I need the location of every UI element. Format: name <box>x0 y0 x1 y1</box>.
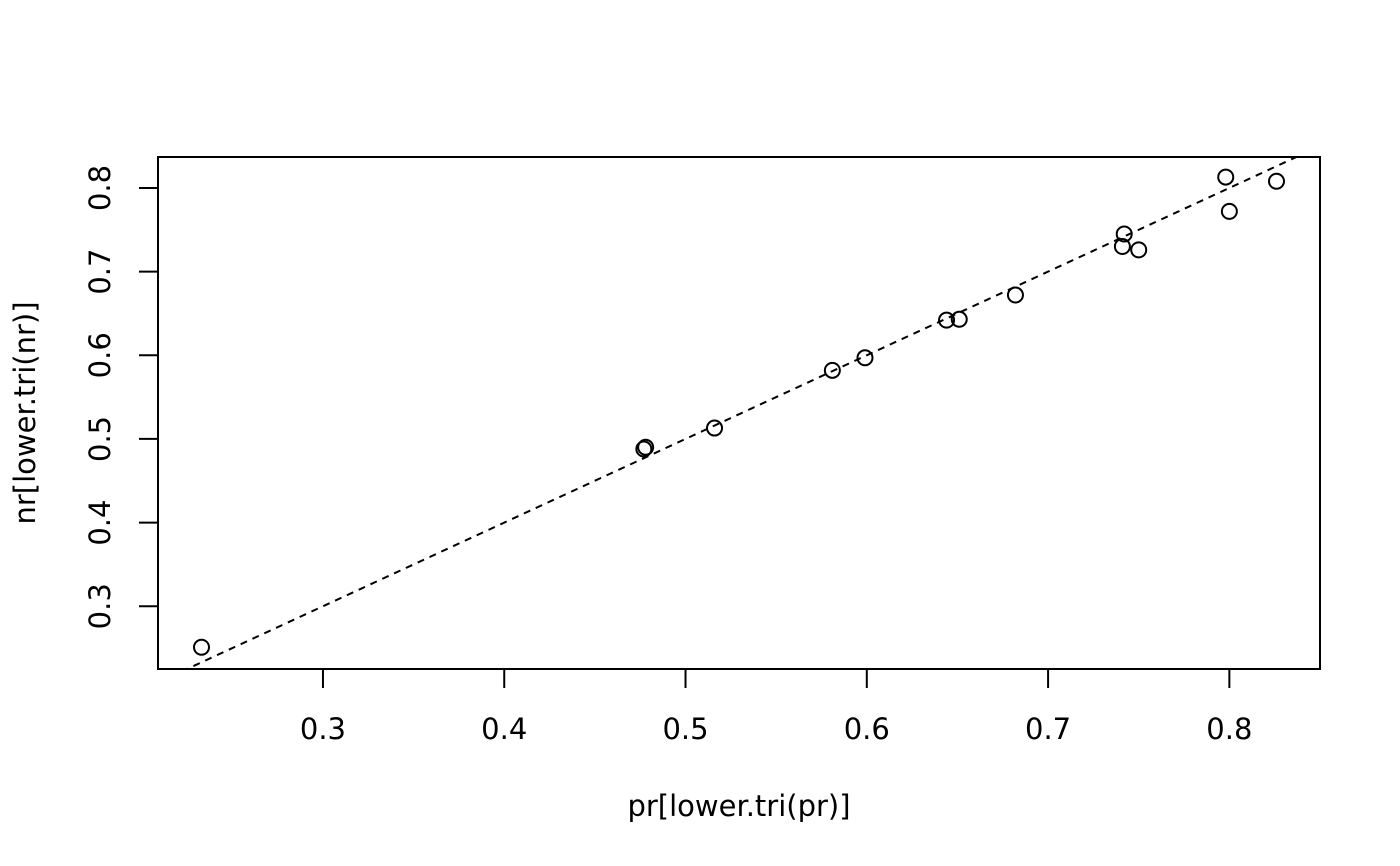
x-axis-title: pr[lower.tri(pr)] <box>627 789 850 823</box>
y-tick-label: 0.4 <box>83 500 117 546</box>
reference-line-layer <box>184 157 1299 669</box>
data-point <box>938 311 956 329</box>
y-tick-label: 0.8 <box>83 165 117 211</box>
y-tick-label: 0.7 <box>83 249 117 295</box>
y-axis-title: nr[lower.tri(nr)] <box>8 301 42 524</box>
data-point <box>637 438 655 456</box>
data-point <box>1115 225 1133 243</box>
y-tick-label: 0.5 <box>83 416 117 462</box>
data-point <box>635 440 653 458</box>
y-tick-label: 0.3 <box>83 583 117 629</box>
x-tick-label: 0.8 <box>1206 712 1252 746</box>
y-tick-label: 0.6 <box>83 332 117 378</box>
reference-line <box>184 157 1299 669</box>
data-point <box>823 361 841 379</box>
data-point <box>1267 172 1285 190</box>
points-layer <box>193 168 1285 656</box>
plot-frame <box>157 156 1321 670</box>
x-tick-label: 0.4 <box>481 712 527 746</box>
data-point <box>1217 168 1235 186</box>
data-point <box>1130 241 1148 259</box>
x-tick-label: 0.5 <box>662 712 708 746</box>
data-point <box>1220 202 1238 220</box>
x-axis: 0.3 0.4 0.5 0.6 0.7 0.8 <box>300 668 1252 746</box>
data-point <box>950 310 968 328</box>
data-point <box>856 349 874 367</box>
y-axis: 0.3 0.4 0.5 0.6 0.7 0.8 <box>83 165 159 629</box>
x-tick-label: 0.6 <box>844 712 890 746</box>
data-point <box>193 638 211 656</box>
data-point <box>1006 286 1024 304</box>
data-point <box>706 419 724 437</box>
data-point <box>1113 238 1131 256</box>
x-tick-label: 0.3 <box>300 712 346 746</box>
x-tick-label: 0.7 <box>1025 712 1071 746</box>
